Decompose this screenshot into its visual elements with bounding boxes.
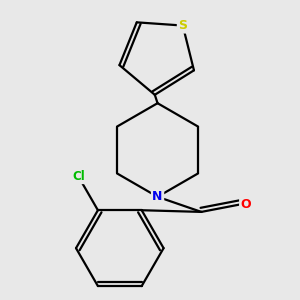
Text: S: S	[178, 19, 187, 32]
Text: Cl: Cl	[72, 170, 85, 183]
Text: O: O	[241, 198, 251, 211]
Text: N: N	[152, 190, 163, 203]
